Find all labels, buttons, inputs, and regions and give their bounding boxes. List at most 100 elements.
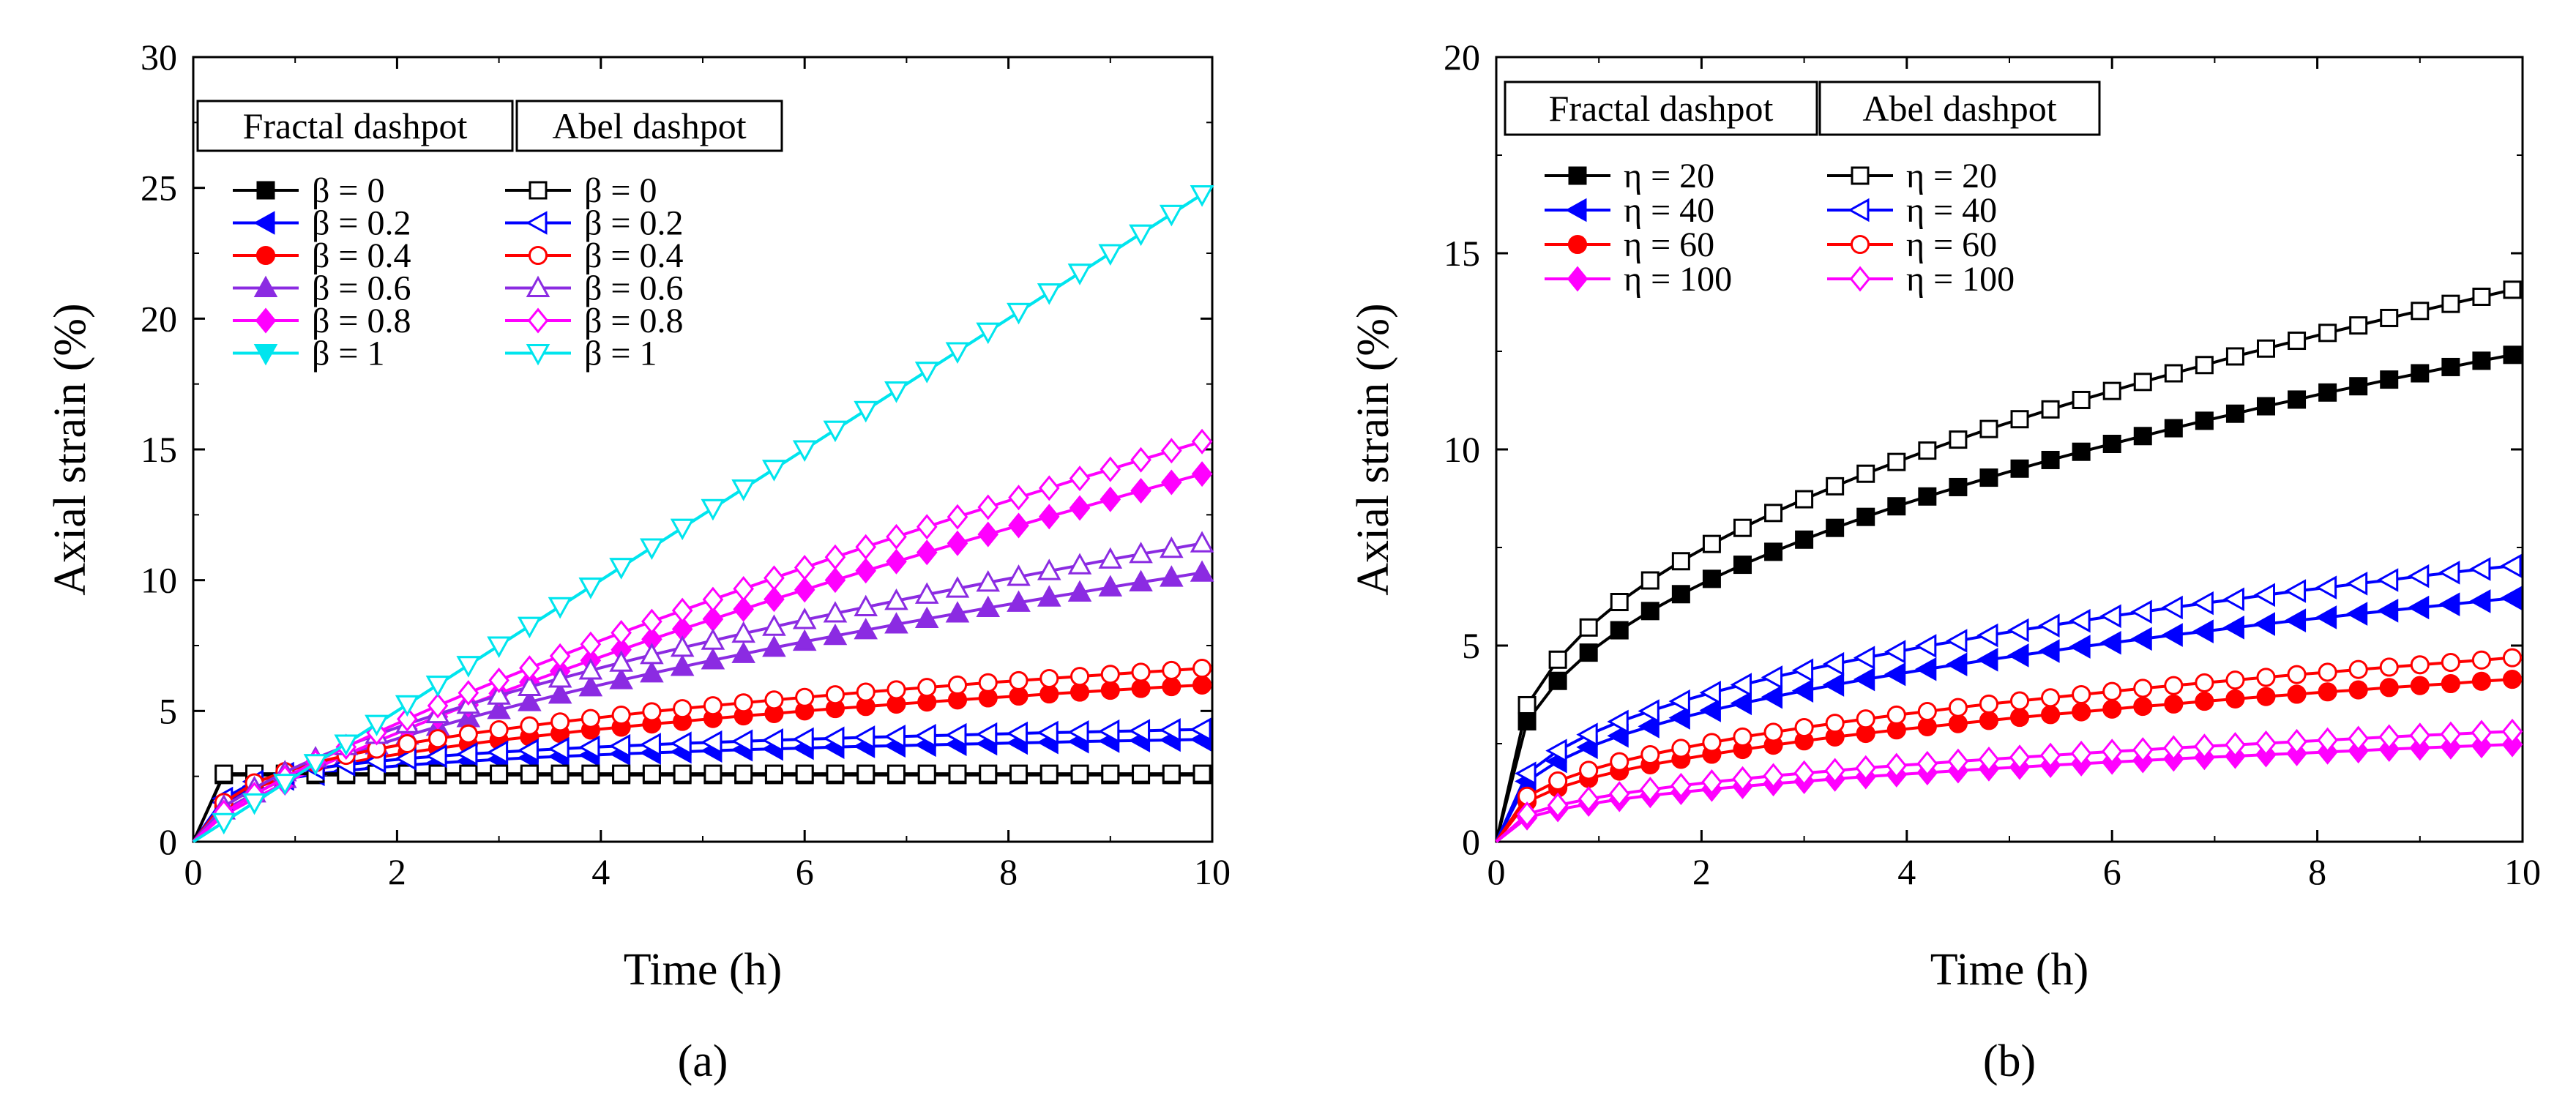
data-point — [1671, 585, 1690, 604]
data-point — [2318, 324, 2337, 343]
data-point — [914, 723, 936, 748]
data-point — [2407, 564, 2430, 588]
data-point — [2348, 725, 2369, 752]
data-point — [2164, 676, 2184, 695]
data-point — [1161, 438, 1182, 464]
data-point — [2349, 377, 2368, 396]
data-point — [2192, 591, 2214, 616]
data-point — [2009, 708, 2030, 728]
data-point — [1101, 764, 1120, 783]
data-point — [2348, 659, 2368, 679]
data-point — [2253, 583, 2275, 608]
legend-header-box — [515, 100, 783, 152]
data-point — [1702, 534, 1721, 553]
data-point — [1129, 542, 1153, 564]
data-point — [792, 629, 817, 651]
data-point — [487, 698, 511, 719]
data-point — [945, 722, 967, 747]
data-point — [550, 764, 570, 783]
data-point — [2038, 639, 2060, 663]
data-point — [428, 764, 447, 783]
data-point — [1069, 682, 1090, 702]
data-point — [792, 727, 814, 752]
data-point — [397, 764, 417, 783]
data-point — [2225, 689, 2245, 709]
legend-marker — [255, 245, 276, 266]
data-point — [884, 588, 908, 610]
data-point — [456, 741, 478, 766]
data-point — [1192, 764, 1212, 783]
data-point — [1610, 621, 1629, 640]
data-point — [823, 623, 848, 646]
y-tick-label: 20 — [1444, 37, 1480, 78]
data-point — [1067, 580, 1092, 602]
data-point — [428, 729, 448, 749]
data-point — [2469, 557, 2491, 581]
legend-marker — [527, 307, 549, 334]
data-point — [856, 764, 876, 783]
legend-label: η = 20 — [1906, 157, 1997, 195]
data-point — [397, 733, 417, 754]
data-point — [948, 764, 967, 783]
data-point — [671, 597, 693, 624]
x-tick-label: 2 — [1692, 851, 1711, 892]
legend-marker — [526, 275, 550, 297]
data-point — [486, 740, 509, 765]
data-point — [1824, 758, 1845, 784]
y-tick-label: 25 — [141, 168, 177, 209]
data-point — [701, 730, 723, 755]
data-point — [2070, 740, 2092, 766]
data-point — [1607, 709, 1629, 734]
data-point — [2500, 553, 2522, 578]
data-point — [1097, 719, 1120, 744]
data-point — [1730, 673, 1752, 697]
data-point — [581, 764, 600, 783]
data-point — [794, 555, 815, 581]
data-point — [2318, 662, 2337, 682]
data-point — [1579, 760, 1599, 780]
panel-a: 0 2 4 6 8 10 0 5 10 15 20 25 30 Time (h) Axial strain … — [45, 37, 1231, 1086]
data-point — [1856, 507, 1875, 526]
x-tick-label: 4 — [591, 851, 610, 892]
data-point — [487, 683, 511, 705]
data-point — [1915, 657, 1937, 681]
series-line — [192, 728, 1203, 843]
data-point — [1161, 469, 1182, 496]
data-point — [519, 655, 540, 681]
data-point — [2438, 561, 2460, 585]
data-point — [2256, 687, 2276, 706]
data-point — [824, 567, 846, 594]
data-point — [701, 648, 725, 670]
data-point — [2345, 572, 2368, 596]
data-point — [1946, 652, 1968, 677]
data-point — [1822, 651, 1845, 676]
legend-marker — [1848, 198, 1870, 223]
data-point — [1671, 739, 1691, 758]
data-point — [2380, 308, 2399, 327]
x-tick-label: 10 — [1194, 851, 1231, 892]
data-point — [2411, 302, 2430, 321]
data-point — [1976, 647, 1998, 672]
data-point — [1791, 679, 1814, 703]
data-point — [640, 538, 664, 560]
data-point — [1160, 565, 1184, 587]
legend-label: η = 100 — [1624, 260, 1732, 299]
data-point — [612, 764, 631, 783]
data-point — [2287, 665, 2307, 684]
data-point — [1793, 760, 1815, 786]
data-point — [214, 764, 234, 783]
data-point — [762, 614, 786, 636]
data-point — [792, 440, 817, 462]
data-point — [2222, 616, 2244, 640]
data-point — [1761, 684, 1783, 709]
x-tick-label: 8 — [999, 851, 1018, 892]
data-point — [580, 631, 602, 657]
data-point — [2376, 568, 2399, 592]
data-point — [2101, 739, 2123, 765]
data-point — [2161, 623, 2183, 647]
legend-label: η = 40 — [1624, 191, 1714, 230]
data-point — [2072, 442, 2091, 461]
data-point — [2411, 364, 2430, 383]
data-point — [2194, 733, 2215, 760]
data-point — [1699, 698, 1721, 722]
